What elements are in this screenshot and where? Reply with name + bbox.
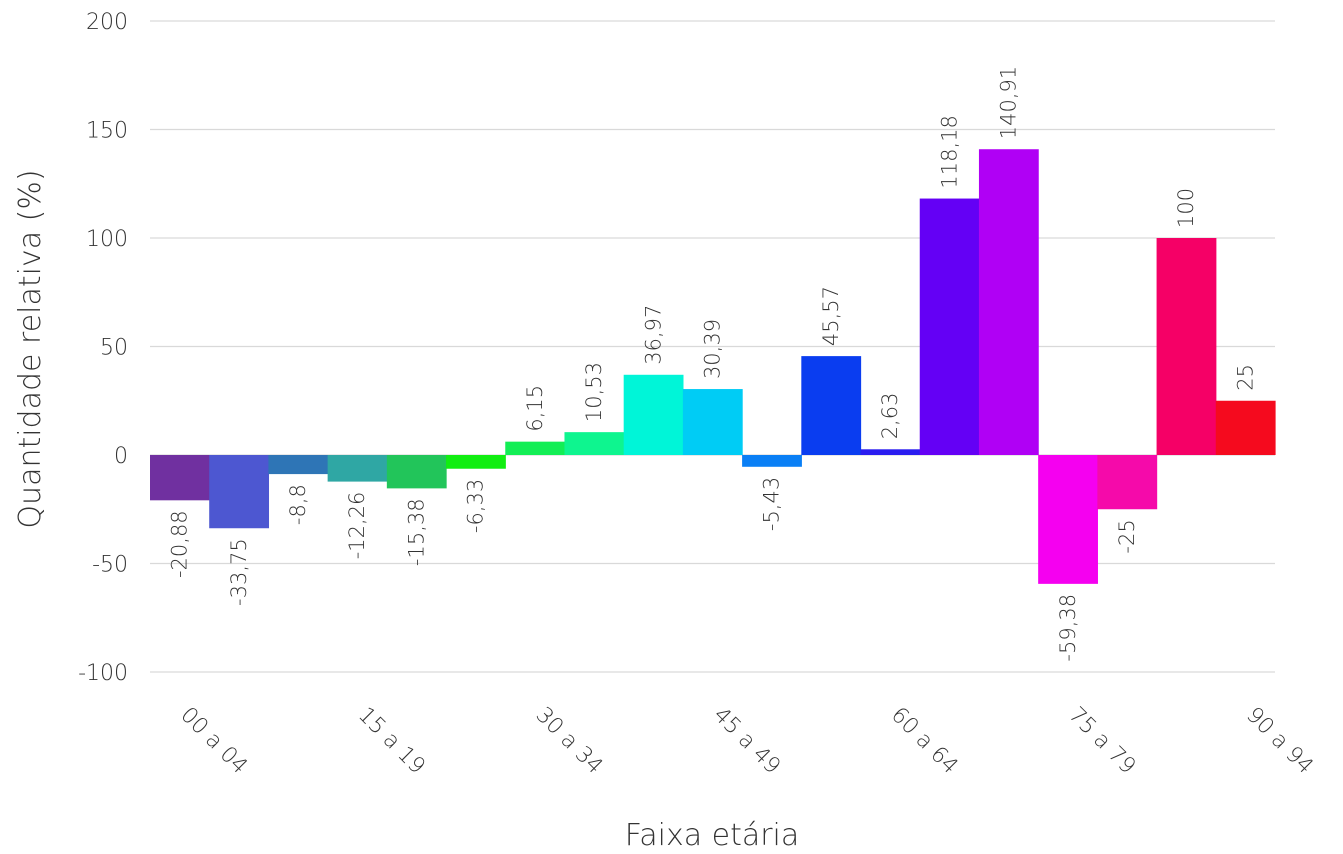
y-axis-title: Quantidade relativa (%) [13,169,48,528]
y-tick-label: 50 [100,336,128,361]
bar [386,455,447,489]
bar [1097,455,1158,510]
bar [1215,400,1276,455]
bar [742,455,802,467]
bar [1038,455,1098,584]
data-label: 45,57 [819,286,843,346]
bars [150,149,1276,584]
data-label: -59,38 [1056,594,1080,662]
y-tick-label: 200 [86,10,128,35]
data-label: -5,43 [760,477,784,531]
y-axis-ticks: -100 -50 0 50 100 150 200 [78,10,128,686]
y-tick-label: 0 [114,444,128,469]
data-label: 2,63 [878,393,902,440]
data-label: 25 [1233,364,1257,391]
x-axis-title: Faixa etária [625,818,800,853]
y-tick-label: 100 [86,227,128,252]
x-tick-label: 75 a 79 [1064,703,1141,780]
bar [801,356,862,455]
data-label: -6,33 [464,479,488,533]
data-label: -8,8 [286,484,310,525]
x-tick-label: 30 a 34 [531,703,608,780]
data-label: 140,91 [997,66,1021,139]
data-label: -12,26 [345,492,369,560]
data-label: 118,18 [937,115,961,188]
data-label: 10,53 [582,362,606,422]
data-label: -15,38 [404,498,428,566]
x-tick-label: 00 a 04 [175,703,252,780]
bar [860,449,921,455]
bar [1156,238,1217,455]
x-tick-label: 15 a 19 [353,703,430,780]
y-tick-label: -100 [78,661,128,686]
x-tick-label: 90 a 94 [1241,703,1318,780]
data-labels: -20,88 -33,75 -8,8 -12,26 -15,38 -6,33 6,15 10,… [168,66,1258,662]
y-tick-label: 150 [86,119,128,144]
bar [446,455,506,469]
data-label: 30,39 [701,319,725,379]
x-tick-label: 45 a 49 [708,703,785,780]
x-axis-ticks: 00 a 04 15 a 19 30 a 34 45 a 49 60 a 64 75 a … [175,703,1317,780]
bar [623,374,684,455]
bar [209,455,270,529]
data-label: -33,75 [227,538,251,606]
x-tick-label: 60 a 64 [886,703,963,780]
bar [268,455,329,475]
bar [564,432,625,455]
data-label: -20,88 [168,510,192,578]
bar [505,441,566,455]
y-tick-label: -50 [92,553,128,578]
data-label: 6,15 [523,385,547,432]
bar [150,455,210,501]
bar [978,149,1039,456]
data-label: -25 [1115,519,1139,553]
bar [327,455,388,482]
bar [682,389,743,455]
data-label: 100 [1174,188,1198,228]
bar [919,198,980,456]
data-label: 36,97 [641,305,665,365]
